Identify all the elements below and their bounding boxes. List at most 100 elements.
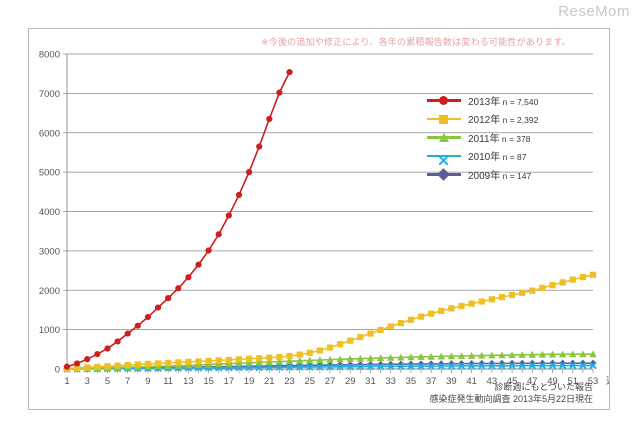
data-point <box>286 352 293 360</box>
data-point <box>326 355 334 363</box>
data-point <box>377 326 384 334</box>
data-point <box>266 354 273 361</box>
data-point <box>397 360 405 368</box>
x-axis-tick-label: 45 <box>507 376 518 387</box>
data-point <box>467 362 476 370</box>
data-point <box>417 353 425 360</box>
data-point <box>265 358 274 366</box>
series-line <box>66 71 291 368</box>
legend-item-2012年: 2012年 n = 2,392 <box>427 110 595 129</box>
data-point <box>538 350 547 358</box>
x-axis-tick-label: 25 <box>304 376 315 387</box>
x-axis-tick-label: 7 <box>125 376 130 387</box>
data-point <box>569 276 576 283</box>
legend-label: 2011年 n = 378 <box>468 133 531 145</box>
data-point <box>397 362 405 371</box>
x-axis-tick-label: 13 <box>183 376 194 387</box>
data-point <box>457 362 466 370</box>
data-point <box>548 350 557 358</box>
data-point <box>205 247 212 254</box>
data-point <box>225 359 233 367</box>
legend-item-2013年: 2013年 n = 7,540 <box>427 91 595 110</box>
data-point <box>285 363 294 371</box>
data-point <box>508 351 516 359</box>
data-point <box>397 320 404 327</box>
data-point <box>154 360 162 367</box>
legend-item-2010年: 2010年 n = 87 <box>427 147 595 166</box>
data-point <box>367 330 374 337</box>
data-point <box>204 360 213 368</box>
data-point <box>568 361 577 370</box>
data-point <box>589 359 597 367</box>
legend-marker-diamond-icon <box>427 168 461 182</box>
data-point <box>488 296 495 303</box>
data-point <box>357 334 364 341</box>
x-axis-tick-label: 33 <box>385 376 396 387</box>
y-axis-tick-label: 8000 <box>39 50 60 61</box>
x-axis-tick-label: 21 <box>264 376 275 387</box>
x-axis-tick-label: 27 <box>325 376 336 387</box>
data-point <box>275 362 284 370</box>
data-point <box>255 358 263 366</box>
data-point <box>427 360 435 368</box>
x-axis-tick-label: 41 <box>466 376 477 387</box>
x-axis-tick-label: 29 <box>345 376 356 387</box>
data-point <box>134 322 141 329</box>
data-point <box>559 359 567 367</box>
data-point <box>579 361 587 370</box>
data-point <box>366 360 375 369</box>
x-axis-tick-label: 9 <box>145 376 150 387</box>
data-point <box>478 351 486 359</box>
data-point <box>165 295 172 302</box>
data-point <box>437 352 445 360</box>
data-point <box>407 362 415 371</box>
data-point <box>589 350 597 358</box>
x-axis-tick-label: 19 <box>244 376 255 387</box>
legend-marker-cross-icon <box>427 150 461 166</box>
data-point <box>114 338 121 345</box>
data-point <box>63 363 71 370</box>
data-point <box>579 273 586 281</box>
data-point <box>276 353 283 361</box>
data-point <box>205 357 212 365</box>
data-point <box>185 358 192 366</box>
data-point <box>508 361 516 370</box>
data-point <box>559 279 566 286</box>
caption-line-1: 診断週にもとづいた報告 <box>494 382 593 392</box>
data-point <box>548 361 557 370</box>
data-point <box>569 350 577 358</box>
data-point <box>558 350 567 358</box>
data-point <box>245 355 253 362</box>
x-axis-tick-label: 37 <box>426 376 437 387</box>
chart-caption: 診断週にもとづいた報告 感染症発生動向調査 2013年5月22日現在 <box>429 381 593 405</box>
data-point <box>144 313 152 321</box>
data-point <box>478 298 485 305</box>
data-point <box>316 363 324 371</box>
data-point <box>529 287 536 294</box>
data-point <box>154 304 162 311</box>
data-point <box>376 354 385 362</box>
data-point <box>124 361 131 369</box>
data-point <box>124 330 131 337</box>
data-point <box>144 360 152 368</box>
data-point <box>417 313 425 320</box>
data-point <box>376 362 385 371</box>
data-point <box>539 284 546 291</box>
data-point <box>84 364 91 371</box>
data-point <box>296 351 303 358</box>
data-point <box>84 356 91 363</box>
caption-line-2: 感染症発生動向調査 2013年5月22日現在 <box>429 394 593 404</box>
data-point <box>266 115 273 123</box>
legend-marker-circle-icon <box>427 94 461 106</box>
data-point <box>549 282 556 289</box>
data-point <box>407 316 415 323</box>
data-point <box>245 169 253 176</box>
data-point <box>458 302 465 310</box>
data-point <box>427 362 435 370</box>
y-axis-tick-label: 7000 <box>39 89 60 100</box>
data-point <box>245 359 253 366</box>
x-axis-unit-label: 週 <box>606 375 609 387</box>
data-point <box>397 353 405 361</box>
data-point <box>175 359 182 366</box>
data-point <box>336 363 344 371</box>
